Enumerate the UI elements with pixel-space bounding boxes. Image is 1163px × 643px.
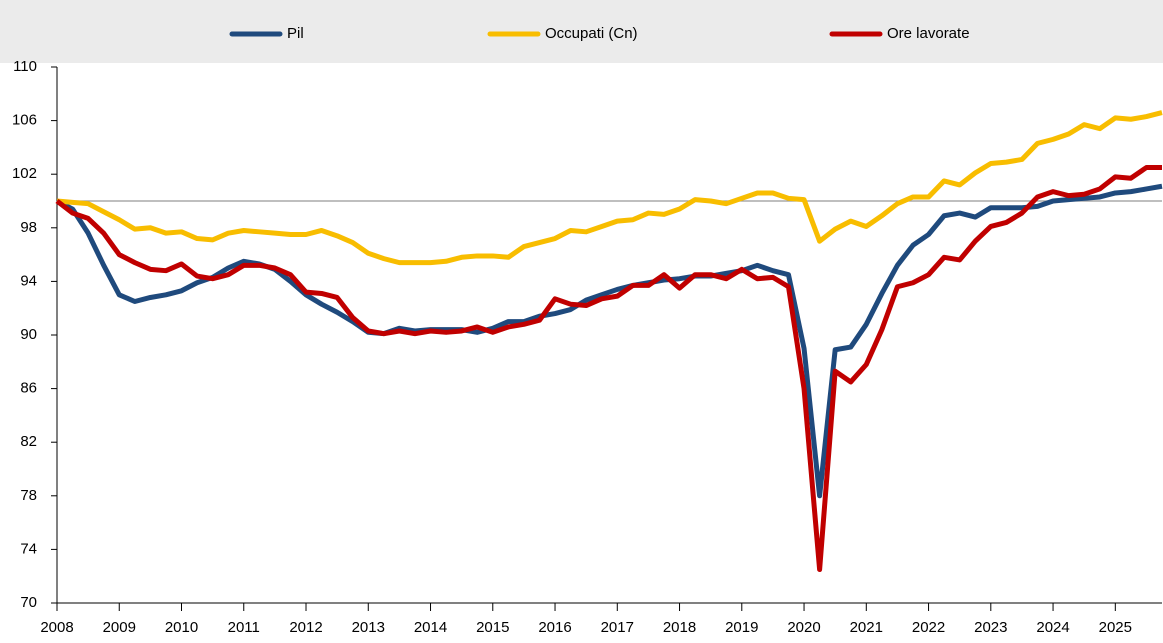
y-tick-label: 110 <box>13 58 37 75</box>
x-tick-label: 2022 <box>912 619 945 636</box>
y-tick-label: 90 <box>20 326 37 343</box>
x-tick-label: 2008 <box>40 619 73 636</box>
x-tick-label: 2021 <box>850 619 883 636</box>
y-tick-label: 106 <box>12 112 37 129</box>
y-tick-label: 98 <box>20 219 37 236</box>
legend-background <box>0 0 1163 63</box>
x-tick-label: 2018 <box>663 619 696 636</box>
x-tick-label: 2024 <box>1036 619 1069 636</box>
x-tick-label: 2013 <box>352 619 385 636</box>
x-tick-label: 2012 <box>289 619 322 636</box>
y-tick-label: 86 <box>20 380 37 397</box>
x-tick-label: 2010 <box>165 619 198 636</box>
y-tick-label: 78 <box>20 487 37 504</box>
series-line <box>56 110 1163 266</box>
x-tick-label: 2023 <box>974 619 1007 636</box>
x-tick-label: 2009 <box>103 619 136 636</box>
x-tick-label: 2011 <box>228 619 260 636</box>
x-tick-label: 2015 <box>476 619 509 636</box>
x-tick-label: 2020 <box>787 619 820 636</box>
x-tick-label: 2016 <box>538 619 571 636</box>
y-tick-label: 74 <box>20 540 37 557</box>
legend-label: Occupati (Cn) <box>545 25 638 42</box>
y-tick-label: 94 <box>20 272 37 289</box>
y-tick-label: 70 <box>20 594 37 611</box>
y-tick-label: 102 <box>12 165 37 182</box>
legend-label: Ore lavorate <box>887 25 970 42</box>
series-line <box>55 165 1162 572</box>
x-tick-label: 2017 <box>601 619 634 636</box>
y-tick-label: 82 <box>20 433 37 450</box>
x-tick-label: 2014 <box>414 619 447 636</box>
series-line <box>55 183 1163 499</box>
x-tick-label: 2019 <box>725 619 758 636</box>
x-tick-label: 2025 <box>1099 619 1132 636</box>
legend-label: Pil <box>287 25 304 42</box>
